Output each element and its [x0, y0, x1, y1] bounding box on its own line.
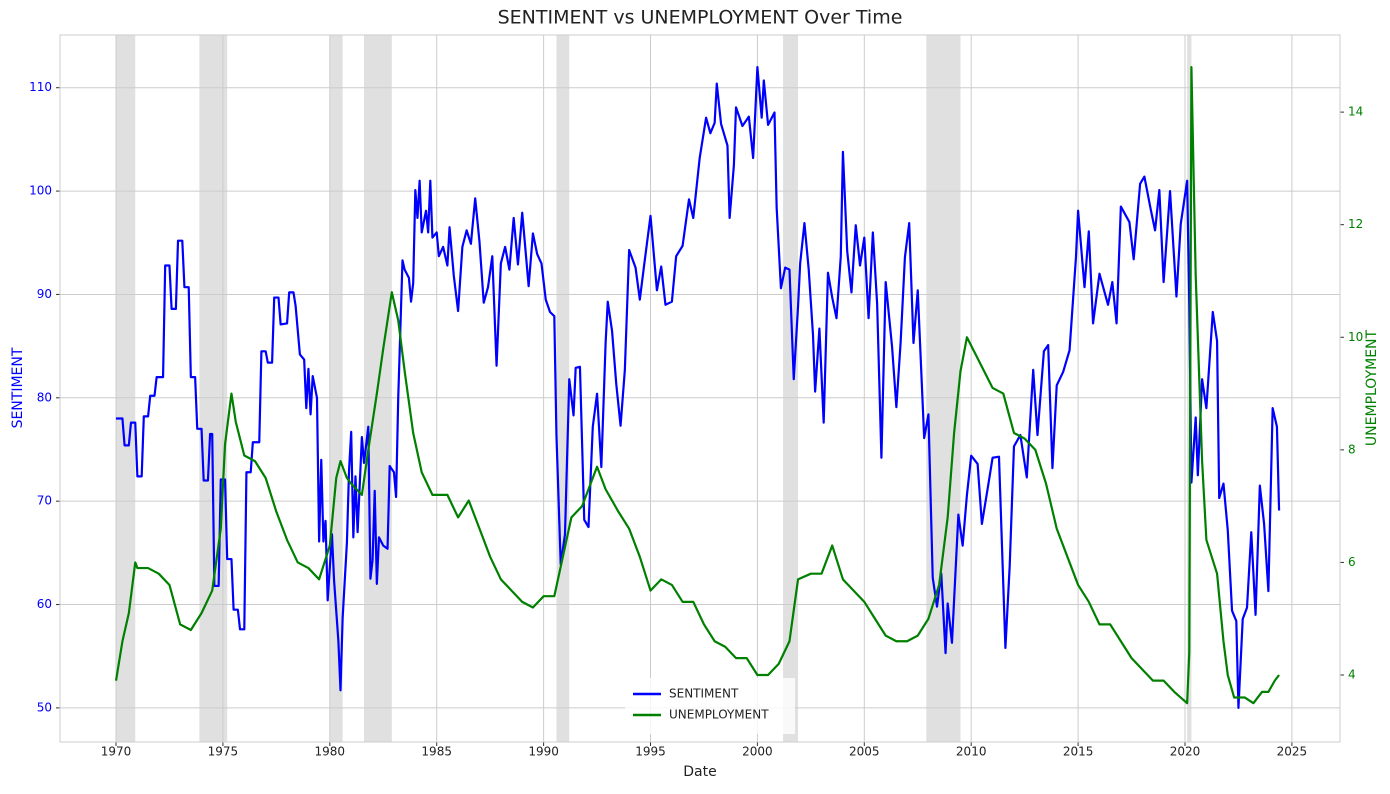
y2-axis-label: UNEMPLOYMENT: [1364, 329, 1380, 446]
x-tick-label: 1985: [421, 745, 452, 759]
x-tick-label: 1970: [101, 745, 132, 759]
y2-tick-label: 8: [1348, 442, 1356, 456]
x-tick-label: 2010: [956, 745, 987, 759]
legend-frame: [625, 678, 795, 734]
series-line: [116, 65, 1281, 709]
recession-band: [329, 35, 343, 742]
x-tick-label: 1995: [635, 745, 666, 759]
x-axis-label: Date: [683, 764, 716, 780]
recession-band: [783, 35, 799, 742]
y2-tick-label: 12: [1348, 217, 1363, 231]
y2-tick-label: 10: [1348, 330, 1363, 344]
y-tick-label: 80: [37, 390, 52, 404]
x-tick-label: 2005: [849, 745, 880, 759]
y2-tick-label: 14: [1348, 105, 1363, 119]
y2-tick-label: 6: [1348, 555, 1356, 569]
y-tick-label: 100: [29, 184, 52, 198]
legend-label: UNEMPLOYMENT: [669, 708, 769, 722]
x-tick-label: 1990: [528, 745, 559, 759]
x-tick-label: 2020: [1170, 745, 1201, 759]
recession-band: [556, 35, 570, 742]
y-tick-label: 110: [29, 80, 52, 94]
y-tick-label: 90: [37, 287, 52, 301]
plot-frame: [59, 34, 1341, 743]
recession-band: [116, 35, 136, 742]
legend: SENTIMENT UNEMPLOYMENT: [625, 678, 795, 734]
legend-label: SENTIMENT: [669, 687, 739, 701]
x-tick-label: 2000: [742, 745, 773, 759]
y2-tick-label: 4: [1348, 668, 1356, 682]
y-tick-label: 70: [37, 494, 52, 508]
series-line: [114, 65, 1280, 705]
chart-title: SENTIMENT vs UNEMPLOYMENT Over Time: [498, 7, 903, 29]
x-tick-label: 1980: [315, 745, 346, 759]
x-tick-label: 2025: [1277, 745, 1308, 759]
recession-band: [926, 35, 961, 742]
x-tick-label: 2015: [1063, 745, 1094, 759]
y-tick-label: 60: [37, 597, 52, 611]
x-tick-label: 1975: [208, 745, 239, 759]
y-axis-label: SENTIMENT: [10, 347, 26, 428]
y-tick-label: 50: [37, 700, 52, 714]
